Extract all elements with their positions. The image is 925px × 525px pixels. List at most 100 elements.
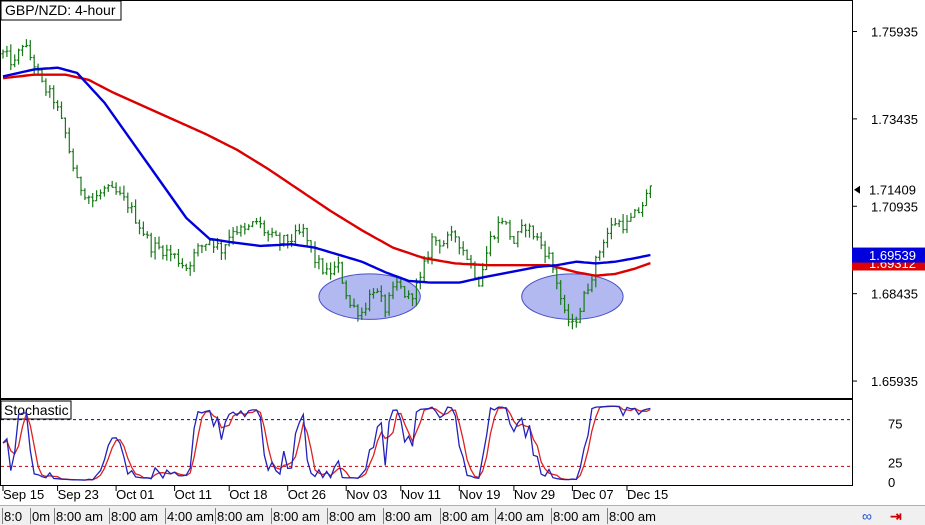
ohlc-bar (426, 251, 430, 264)
status-time-cell: 4:00 am (167, 509, 214, 524)
ohlc-bar (173, 253, 177, 259)
ohlc-bar (461, 241, 465, 256)
ohlc-bar (496, 216, 500, 243)
ohlc-bar (243, 222, 247, 235)
ohlc-bar (153, 237, 157, 260)
stochastic-pane: Stochastic 75 25 0 (0, 399, 902, 490)
ohlc-bar (516, 231, 520, 248)
x-tick-label: Oct 18 (229, 487, 267, 502)
ohlc-bar (566, 303, 571, 327)
ohlc-bar (137, 219, 142, 235)
ohlc-bar (293, 224, 298, 246)
ohlc-bar (442, 240, 446, 247)
ohlc-bar (520, 219, 524, 234)
ohlc-bar (539, 232, 543, 250)
x-tick-label: Dec 07 (572, 487, 613, 502)
status-separator (327, 508, 328, 524)
ohlc-bar (118, 186, 122, 196)
ohlc-bar (590, 274, 594, 293)
ohlc-bar (110, 180, 114, 188)
ohlc-bar (9, 44, 13, 71)
ohlc-bar (223, 243, 227, 260)
stochastic-k-line (2, 405, 651, 481)
ohlc-bar (617, 219, 621, 228)
ohlc-bar (570, 313, 574, 330)
ohlc-bar (336, 256, 340, 273)
status-separator (215, 508, 216, 524)
ohlc-bar (508, 219, 512, 240)
ohlc-bar (383, 294, 387, 318)
ohlc-bar (83, 188, 87, 200)
stochastic-label: Stochastic (4, 402, 69, 418)
status-separator (30, 508, 31, 524)
ohlc-bar (375, 288, 379, 294)
ohlc-bar (184, 263, 188, 271)
chart-background (0, 0, 925, 505)
ohlc-bar (204, 243, 208, 251)
ohlc-bar (360, 307, 364, 321)
x-tick-label: Nov 29 (514, 487, 555, 502)
ohlc-bar (418, 271, 422, 290)
ohlc-bar (602, 239, 606, 258)
ohlc-bar (32, 54, 36, 74)
status-time-cell: 8:00 am (111, 509, 158, 524)
ohlc-bar (387, 292, 391, 316)
ohlc-bar (559, 280, 563, 305)
ohlc-bar (438, 239, 442, 254)
ohlc-bar (56, 100, 60, 111)
ohlc-bar (578, 307, 582, 324)
ohlc-bar (297, 223, 301, 235)
ohlc-bar (317, 255, 321, 270)
x-tick-label: Nov 19 (459, 487, 500, 502)
ohlc-bar (219, 239, 223, 260)
ohlc-bar (114, 182, 118, 195)
ohlc-bar (325, 262, 329, 275)
ohlc-bar (180, 258, 184, 269)
ohlc-bar (98, 189, 103, 200)
ohlc-bar (239, 224, 243, 237)
ohlc-bar (24, 39, 28, 48)
status-time-cell: 4:00 am (497, 509, 544, 524)
x-tick-label: Oct 26 (288, 487, 326, 502)
ohlc-bar (457, 236, 461, 255)
ohlc-bar (270, 227, 274, 238)
ohlc-bar (329, 262, 333, 280)
auto-scroll-arrow-icon[interactable]: ⇥ (890, 508, 902, 524)
stochastic-tick-label: 75 (888, 417, 902, 432)
main-frame (0, 0, 853, 399)
y-tick-label: 1.68435 (871, 287, 918, 302)
sma-slow-line (2, 73, 651, 277)
ohlc-bar (524, 223, 528, 238)
ohlc-bar (79, 176, 83, 196)
ohlc-bar (391, 281, 395, 300)
x-tick-label: Nov 11 (401, 487, 441, 502)
ohlc-bar (594, 255, 598, 288)
ohlc-bar (141, 221, 145, 237)
highlight-ellipse (521, 273, 624, 320)
stochastic-tick-label: 25 (888, 456, 902, 471)
ohlc-bar (188, 261, 192, 276)
y-tick-label: 1.70935 (871, 199, 918, 214)
link-icon[interactable]: ∞ (862, 508, 872, 524)
ohlc-bar (449, 225, 454, 241)
ohlc-bar (613, 218, 617, 226)
ohlc-bar (364, 302, 368, 316)
ohlc-bar (161, 245, 165, 260)
ohlc-bar (258, 216, 262, 229)
ohlc-bar (169, 244, 173, 262)
ohlc-bar (75, 164, 79, 179)
main-pane: 1.75935 1.73435 1.70935 1.68435 1.65935 GBP/N… (0, 0, 925, 399)
ohlc-bar (134, 199, 138, 224)
ohlc-bar (17, 48, 21, 65)
sma-fast-line (2, 66, 651, 284)
ohlc-bar (629, 212, 633, 222)
status-separator (109, 508, 110, 524)
status-separator (165, 508, 166, 524)
ohlc-bar (321, 258, 325, 275)
ohlc-bar (352, 298, 356, 308)
x-tick-label: Dec 15 (627, 487, 668, 502)
stochastic-tick-label: 0 (888, 475, 895, 490)
ohlc-bar (500, 217, 504, 225)
ohlc-bar (262, 220, 266, 237)
